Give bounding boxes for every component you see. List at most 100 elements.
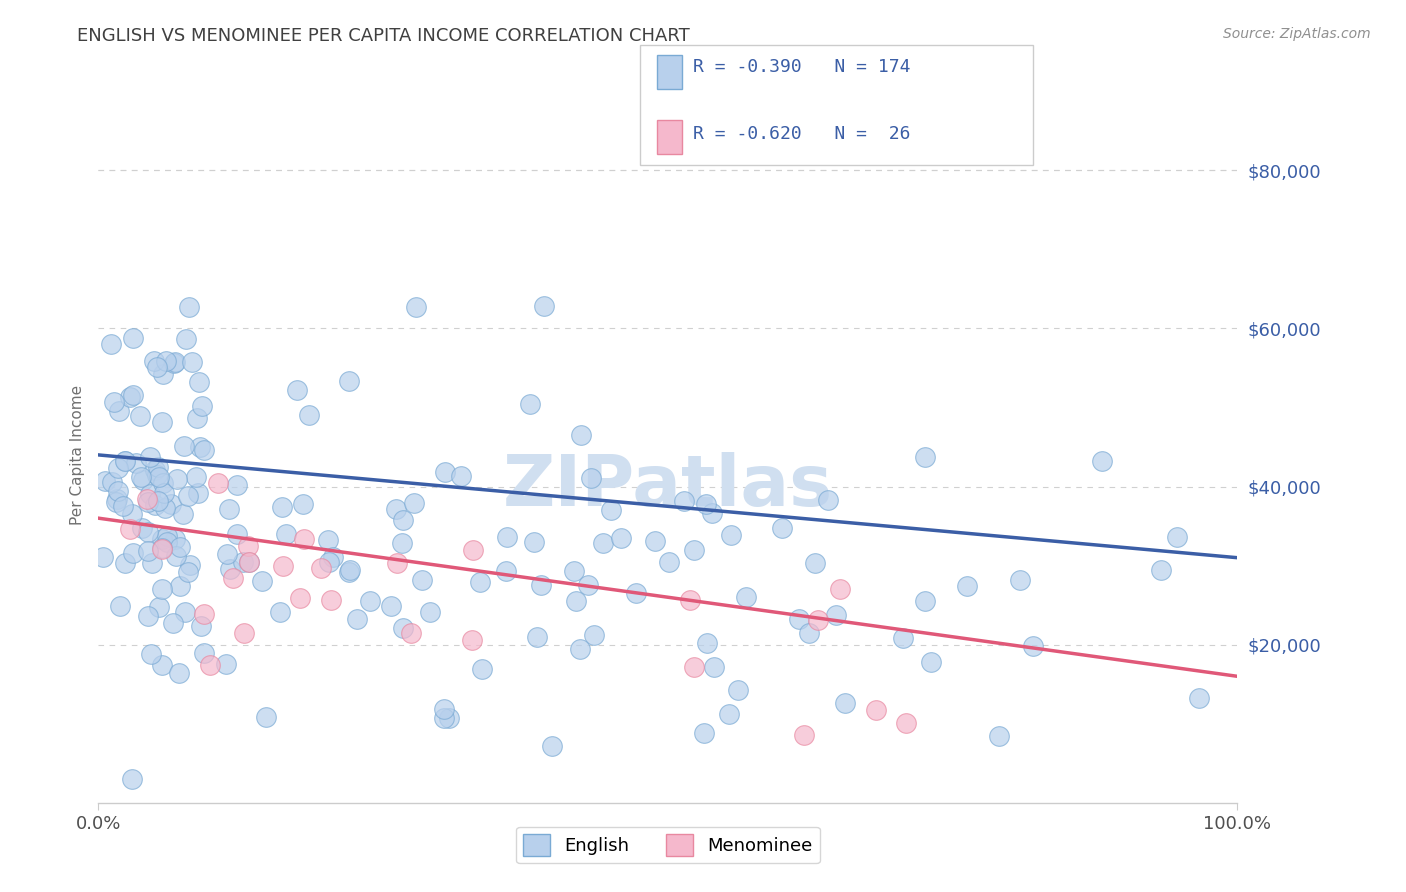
Point (188, 440, 211, 454)
Point (411, 573, 433, 587)
Point (150, 657, 173, 672)
Point (100, 337, 122, 351)
Point (271, 559, 294, 574)
Point (523, 534, 546, 549)
Point (108, 404, 131, 418)
Point (392, 621, 415, 635)
Point (830, 582, 852, 596)
Point (162, 616, 184, 631)
Point (292, 532, 315, 546)
Point (125, 456, 148, 470)
Point (298, 408, 321, 422)
Point (114, 454, 136, 468)
Point (727, 683, 749, 698)
Point (169, 579, 191, 593)
Point (318, 533, 340, 547)
Point (136, 544, 159, 558)
Point (105, 492, 128, 507)
Point (807, 613, 830, 627)
Point (471, 662, 494, 676)
Legend: English, Menominee: English, Menominee (516, 827, 820, 863)
Point (533, 299, 555, 313)
Point (238, 555, 260, 569)
Point (114, 556, 136, 570)
Point (177, 565, 200, 579)
Point (683, 660, 706, 674)
Point (152, 367, 174, 381)
Point (138, 450, 160, 464)
Point (120, 390, 142, 404)
Point (385, 556, 408, 570)
Point (322, 550, 344, 565)
Point (190, 619, 212, 633)
Point (150, 541, 173, 556)
Point (433, 711, 456, 725)
Point (787, 612, 810, 626)
Point (215, 657, 238, 671)
Point (193, 646, 215, 660)
Point (695, 497, 717, 511)
Point (568, 642, 591, 657)
Point (1150, 563, 1173, 577)
Point (118, 522, 141, 536)
Text: R = -0.620   N =  26: R = -0.620 N = 26 (693, 125, 911, 143)
Point (696, 636, 718, 650)
Point (143, 353, 166, 368)
Point (232, 555, 254, 569)
Point (121, 772, 143, 786)
Point (825, 608, 848, 623)
Point (121, 507, 143, 521)
Point (193, 607, 215, 621)
Point (173, 439, 195, 453)
Point (683, 543, 706, 558)
Point (148, 470, 170, 484)
Point (156, 534, 179, 549)
Point (128, 409, 150, 423)
Point (380, 599, 402, 614)
Point (1166, 530, 1188, 544)
Point (232, 626, 254, 640)
Point (581, 471, 603, 485)
Point (290, 591, 312, 605)
Point (114, 453, 136, 467)
Point (143, 463, 166, 477)
Point (359, 594, 381, 608)
Point (150, 415, 173, 429)
Point (1010, 573, 1032, 587)
Point (319, 592, 342, 607)
Point (136, 609, 159, 624)
Point (914, 450, 936, 465)
Point (174, 605, 197, 619)
Point (309, 561, 332, 575)
Point (108, 599, 131, 613)
Point (276, 527, 298, 541)
Point (103, 394, 125, 409)
Point (121, 388, 143, 402)
Point (519, 397, 541, 411)
Point (834, 696, 856, 710)
Point (609, 531, 631, 545)
Point (172, 507, 194, 521)
Point (914, 593, 936, 607)
Point (402, 496, 425, 510)
Y-axis label: Per Capita Income: Per Capita Income (69, 384, 84, 525)
Point (179, 300, 201, 314)
Point (693, 726, 716, 740)
Point (495, 564, 517, 578)
Point (672, 494, 695, 508)
Point (105, 494, 128, 508)
Point (139, 487, 162, 501)
Point (735, 590, 758, 604)
Point (592, 535, 614, 549)
Point (384, 502, 406, 516)
Point (658, 555, 681, 569)
Point (167, 665, 190, 680)
Point (562, 564, 585, 578)
Point (238, 555, 260, 569)
Point (107, 460, 129, 475)
Point (600, 503, 623, 517)
Point (285, 383, 308, 397)
Point (146, 494, 169, 508)
Point (180, 355, 202, 369)
Point (644, 533, 666, 548)
